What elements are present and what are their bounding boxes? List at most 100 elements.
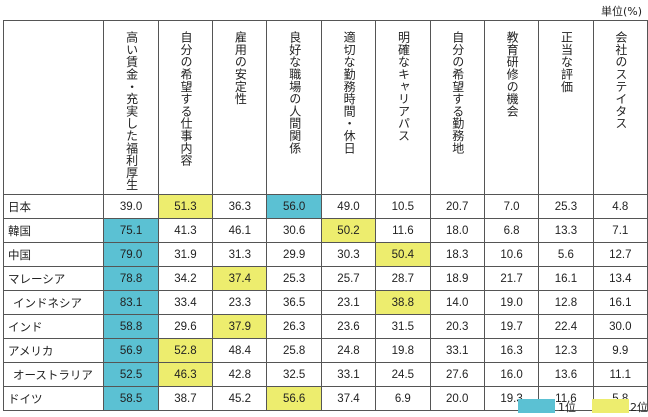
value-cell-rank-2: 50.4 (375, 242, 431, 267)
country-label: インドネシア (2, 290, 105, 315)
column-header: 自分の希望する勤務地 (429, 20, 485, 195)
value-cell-rank-2: 38.8 (375, 290, 431, 315)
value-cell: 28.7 (375, 266, 431, 291)
value-cell-rank-1: 83.1 (103, 290, 159, 315)
value-cell: 26.3 (266, 314, 322, 339)
value-cell: 24.5 (375, 362, 431, 387)
value-cell: 39.0 (103, 194, 159, 219)
value-cell: 20.7 (429, 194, 485, 219)
table-row: 韓国 75.1 41.3 46.1 30.6 50.2 11.6 18.0 6.8 13.3 7.1 (2, 218, 648, 243)
value-cell-rank-2: 51.3 (157, 194, 214, 219)
value-cell: 12.7 (592, 242, 648, 267)
value-cell: 25.7 (320, 266, 377, 291)
value-cell: 45.2 (212, 386, 268, 411)
value-cell: 21.7 (483, 266, 540, 291)
column-header: 正当な評価 (538, 20, 594, 195)
country-label: 韓国 (2, 218, 105, 243)
column-header: 会社のステイタス (592, 20, 648, 195)
column-header-label: 正当な評価 (559, 31, 574, 93)
value-cell: 19.7 (483, 314, 540, 339)
value-cell: 23.1 (320, 290, 377, 315)
legend-second-swatch (592, 399, 629, 413)
value-cell: 31.5 (375, 314, 431, 339)
column-header-label: 会社のステイタス (613, 31, 628, 130)
value-cell: 41.3 (157, 218, 214, 243)
value-cell: 16.3 (483, 338, 540, 363)
country-label: インド (2, 314, 105, 339)
value-cell: 25.3 (266, 266, 322, 291)
table-row: 中国 79.0 31.9 31.3 29.9 30.3 50.4 18.3 10.6 5.6 12.… (2, 242, 648, 267)
value-cell: 18.0 (429, 218, 485, 243)
value-cell: 30.0 (592, 314, 648, 339)
value-cell-rank-1: 58.8 (103, 314, 159, 339)
value-cell: 11.6 (538, 386, 594, 411)
unit-label: 単位(%) (600, 5, 642, 18)
value-cell: 13.4 (592, 266, 648, 291)
value-cell-rank-1: 56.0 (266, 194, 322, 219)
value-cell-rank-1: 52.5 (103, 362, 159, 387)
value-cell: 20.3 (429, 314, 485, 339)
value-cell: 38.7 (157, 386, 214, 411)
value-cell-rank-2: 46.3 (157, 362, 214, 387)
value-cell: 31.3 (212, 242, 268, 267)
value-cell: 14.0 (429, 290, 485, 315)
column-header-label: 高い賃金・充実した福利厚生 (124, 31, 139, 191)
column-header-label: 自分の希望する仕事内容 (179, 31, 193, 167)
value-cell: 20.0 (429, 386, 485, 411)
legend-first-label: 1位 (558, 401, 576, 414)
table-row: インド 58.8 29.6 37.9 26.3 23.6 31.5 20.3 19.7 22.4 3… (2, 314, 648, 339)
survey-table: 高い賃金・充実した福利厚生 自分の希望する仕事内容 雇用の安定性 良好な職場の人… (2, 20, 648, 411)
corner-cell (2, 20, 105, 195)
value-cell-rank-1: 58.5 (103, 386, 159, 411)
value-cell-rank-2: 52.8 (157, 338, 214, 363)
column-header-label: 教育研修の機会 (505, 31, 520, 118)
value-cell: 23.6 (320, 314, 377, 339)
country-label: マレーシア (2, 266, 105, 291)
table-row: アメリカ 56.9 52.8 48.4 25.8 24.8 19.8 33.1 16.3 12.3… (2, 338, 648, 363)
value-cell: 7.0 (483, 194, 540, 219)
country-label: ドイツ (2, 386, 105, 411)
value-cell: 29.9 (266, 242, 322, 267)
value-cell: 32.5 (266, 362, 322, 387)
value-cell: 25.3 (538, 194, 594, 219)
table-row: 日本 39.0 51.3 36.3 56.0 49.0 10.5 20.7 7.0 25.3 4.8 (2, 194, 648, 219)
column-header: 教育研修の機会 (483, 20, 540, 195)
value-cell: 27.6 (429, 362, 485, 387)
column-header-label: 適切な勤務時間・休日 (342, 31, 357, 154)
value-cell: 36.3 (212, 194, 268, 219)
value-cell: 7.1 (592, 218, 648, 243)
country-label: 日本 (2, 194, 105, 219)
value-cell: 30.3 (320, 242, 377, 267)
value-cell: 33.4 (157, 290, 214, 315)
value-cell-rank-2: 37.9 (212, 314, 268, 339)
column-header: 明確なキャリアパス (375, 20, 431, 195)
value-cell: 16.0 (483, 362, 540, 387)
value-cell: 10.5 (375, 194, 431, 219)
value-cell: 36.5 (266, 290, 322, 315)
value-cell: 13.6 (538, 362, 594, 387)
value-cell-rank-2: 50.2 (320, 218, 377, 243)
value-cell: 16.1 (592, 290, 648, 315)
country-label: アメリカ (2, 338, 105, 363)
value-cell: 48.4 (212, 338, 268, 363)
value-cell: 34.2 (157, 266, 214, 291)
value-cell: 12.3 (538, 338, 594, 363)
value-cell: 9.9 (592, 338, 648, 363)
value-cell-rank-1: 79.0 (103, 242, 159, 267)
column-header: 高い賃金・充実した福利厚生 (103, 20, 159, 195)
value-cell-rank-1: 75.1 (103, 218, 159, 243)
column-header-label: 明確なキャリアパス (396, 31, 411, 142)
value-cell: 11.1 (592, 362, 648, 387)
value-cell: 6.8 (483, 218, 540, 243)
value-cell: 33.1 (429, 338, 485, 363)
value-cell: 12.8 (538, 290, 594, 315)
legend-first-swatch (518, 399, 555, 413)
column-header-label: 雇用の安定性 (233, 31, 248, 105)
header-row: 高い賃金・充実した福利厚生 自分の希望する仕事内容 雇用の安定性 良好な職場の人… (2, 20, 648, 195)
country-label: オーストラリア (2, 362, 105, 387)
value-cell: 18.9 (429, 266, 485, 291)
value-cell: 33.1 (320, 362, 377, 387)
value-cell: 5.6 (538, 242, 594, 267)
column-header: 良好な職場の人間関係 (266, 20, 322, 195)
value-cell: 42.8 (212, 362, 268, 387)
